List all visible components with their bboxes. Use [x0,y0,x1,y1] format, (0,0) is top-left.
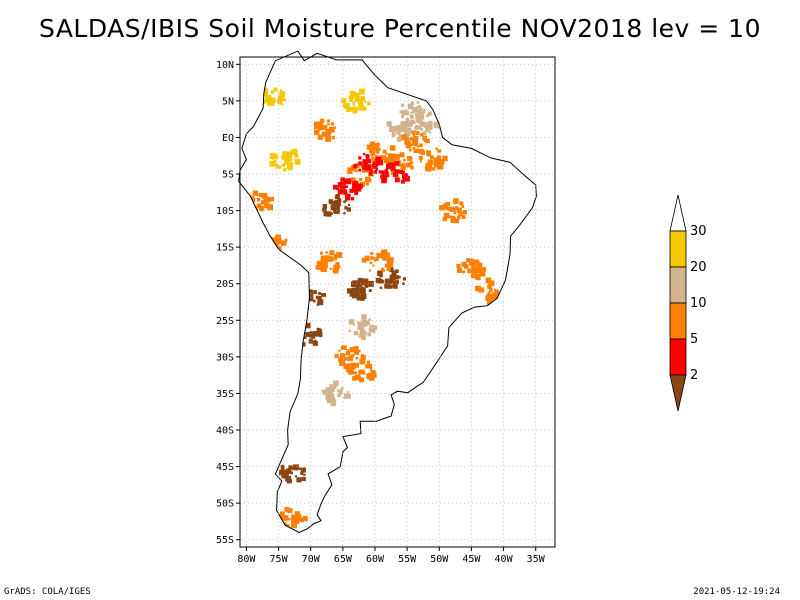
lon-tick-label: 45W [462,554,481,565]
legend-swatch [669,374,687,412]
lat-tick-label: 5N [222,96,234,107]
legend-label: 30 [690,224,707,239]
lat-tick-label: 55S [216,535,234,546]
moisture-region [361,249,394,273]
legend-swatch [669,194,687,232]
legend-label: 10 [690,296,707,311]
continent-outline [238,50,537,533]
lat-tick-label: 30S [216,352,234,363]
moisture-region [353,152,383,176]
map-axes: 10N 5N EQ 5S 10S 15S 20S 25S 30S 35S 40S 45S 50S 55S8… [216,56,556,565]
colorbar-legend: 30 20 10 5 2 [669,194,707,412]
lat-tick-label: 10S [216,206,234,217]
moisture-region [315,250,343,274]
lon-tick-label: 80W [237,554,256,565]
moisture-region [279,464,306,484]
moisture-region [346,358,377,383]
moisture-data-layer [248,87,506,530]
moisture-region [456,258,487,281]
moisture-region [439,198,467,224]
moisture-region [258,87,287,106]
lon-tick-label: 75W [270,554,289,565]
moisture-region [294,285,326,310]
footer-timestamp: 2021-05-12-19:24 [693,587,780,597]
legend-swatch [669,302,687,340]
lon-tick-label: 65W [334,554,353,565]
moisture-region [375,267,406,289]
moisture-region [248,190,275,212]
page-title: SALDAS/IBIS Soil Moisture Percentile NOV… [39,14,761,43]
moisture-region [277,507,308,530]
moisture-region [348,314,377,340]
legend-label: 2 [690,368,698,383]
lat-tick-label: 15S [216,243,234,254]
moisture-region [321,380,351,407]
moisture-region [333,177,363,201]
legend-swatch [669,266,687,304]
lon-tick-label: 50W [430,554,449,565]
moisture-region [314,118,337,142]
moisture-region [399,101,426,123]
lat-tick-label: 50S [216,499,234,510]
moisture-region [475,277,506,305]
legend-swatch [669,230,687,268]
graticule [240,57,555,547]
lat-tick-label: 40S [216,425,234,436]
coastline-layer [238,50,537,533]
map-frame [239,56,556,548]
moisture-region [334,345,366,370]
moisture-region [294,322,323,347]
moisture-region [378,161,410,184]
legend-label: 20 [690,260,707,275]
lon-tick-label: 40W [495,554,514,565]
moisture-region [346,277,374,301]
footer-credit: GrADS: COLA/IGES [4,587,91,597]
lat-tick-label: EQ [222,133,234,144]
lat-tick-label: 5S [222,170,234,181]
lat-tick-label: 25S [216,316,234,327]
lon-tick-label: 55W [398,554,417,565]
moisture-region [341,88,371,114]
lon-tick-label: 60W [366,554,385,565]
legend-swatch [669,338,687,376]
lon-tick-label: 35W [527,554,546,565]
moisture-region [418,147,448,172]
lat-tick-label: 20S [216,279,234,290]
lat-tick-label: 10N [216,60,234,71]
legend-label: 5 [690,332,698,347]
lat-tick-label: 35S [216,389,234,400]
lat-tick-label: 45S [216,462,234,473]
lon-tick-label: 70W [302,554,321,565]
moisture-region [269,148,301,172]
